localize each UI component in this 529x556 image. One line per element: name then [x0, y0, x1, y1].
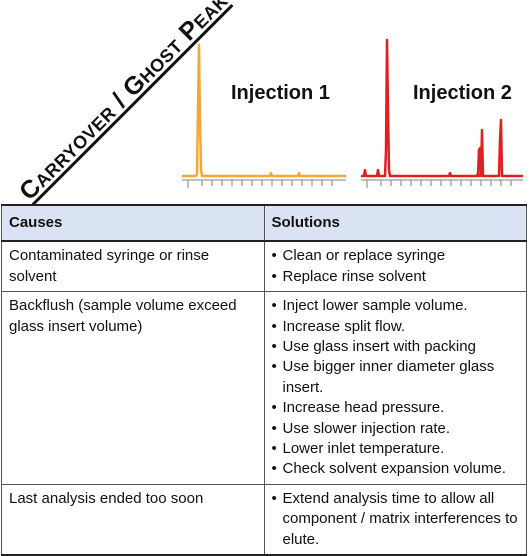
chromatogram-2-graphic: [361, 38, 523, 188]
solution-item: Use glass insert with packing: [272, 337, 520, 358]
cause-cell: Backflush (sample volume exceed glass in…: [1, 291, 265, 485]
solution-item: Use slower injection rate.: [272, 419, 520, 440]
solution-item: Check solvent expansion volume.: [272, 459, 520, 480]
solution-item: Inject lower sample volume.: [272, 296, 520, 317]
trace-injection-1: [182, 43, 346, 178]
solutions-cell: Extend analysis time to allow all compon…: [263, 483, 527, 556]
solution-item: Extend analysis time to allow all compon…: [272, 489, 520, 550]
injection-2-label: Injection 2: [413, 82, 512, 104]
header-causes: Causes: [1, 203, 265, 243]
table-row: Last analysis ended too soon Extend anal…: [1, 483, 527, 556]
solutions-list: Extend analysis time to allow all compon…: [272, 489, 520, 550]
chromatogram-1-graphic: [182, 43, 346, 188]
solutions-list: Clean or replace syringe Replace rinse s…: [272, 246, 520, 287]
axis-ticks: [187, 180, 333, 188]
table-header-row: Causes Solutions: [1, 203, 527, 243]
table-row: Backflush (sample volume exceed glass in…: [1, 291, 527, 485]
axis-ticks: [366, 180, 512, 188]
chromatogram-injection-1: [178, 30, 348, 200]
injection-1-label: Injection 1: [231, 82, 330, 104]
solutions-cell: Clean or replace syringe Replace rinse s…: [263, 240, 527, 293]
solution-item: Clean or replace syringe: [272, 246, 520, 267]
chromatogram-injection-2: [357, 30, 527, 200]
cause-cell: Contaminated syringe or rinse solvent: [1, 240, 265, 293]
header-area: Carryover / Ghost Peak Injection 1: [0, 0, 529, 206]
solution-item: Lower inlet temperature.: [272, 439, 520, 460]
troubleshooting-table: Causes Solutions Contaminated syringe or…: [1, 203, 527, 556]
solution-item: Replace rinse solvent: [272, 267, 520, 288]
solution-item: Increase split flow.: [272, 317, 520, 338]
header-solutions: Solutions: [263, 203, 527, 243]
solutions-cell: Inject lower sample volume. Increase spl…: [263, 291, 527, 485]
solutions-list: Inject lower sample volume. Increase spl…: [272, 296, 520, 480]
cause-cell: Last analysis ended too soon: [1, 483, 265, 556]
table-row: Contaminated syringe or rinse solvent Cl…: [1, 240, 527, 293]
solution-item: Use bigger inner diameter glass insert.: [272, 357, 520, 398]
trace-injection-2: [361, 38, 523, 178]
solution-item: Increase head pressure.: [272, 398, 520, 419]
